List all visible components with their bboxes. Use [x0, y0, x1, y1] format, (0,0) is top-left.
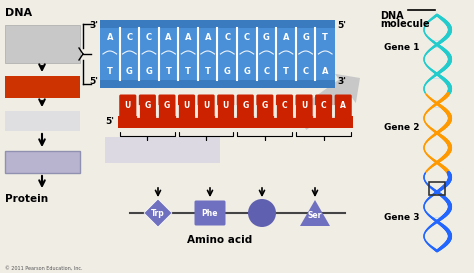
Text: T: T: [107, 67, 113, 76]
Text: C: C: [244, 32, 250, 41]
Text: U: U: [203, 100, 209, 109]
FancyBboxPatch shape: [276, 94, 293, 117]
Circle shape: [248, 199, 276, 227]
Text: 5': 5': [337, 21, 346, 30]
FancyBboxPatch shape: [178, 94, 195, 117]
FancyBboxPatch shape: [315, 94, 332, 117]
Polygon shape: [144, 199, 172, 227]
Text: 3': 3': [89, 21, 98, 30]
Text: U: U: [125, 100, 131, 109]
FancyBboxPatch shape: [100, 80, 335, 88]
Text: G: G: [144, 100, 151, 109]
Text: G: G: [164, 100, 170, 109]
Text: Amino acid: Amino acid: [187, 235, 253, 245]
Text: © 2011 Pearson Education, Inc.: © 2011 Pearson Education, Inc.: [5, 266, 82, 271]
FancyBboxPatch shape: [100, 20, 335, 88]
FancyBboxPatch shape: [5, 151, 80, 173]
Text: G: G: [244, 67, 250, 76]
Text: DNA: DNA: [5, 8, 32, 18]
Text: A: A: [165, 32, 172, 41]
Text: C: C: [146, 32, 152, 41]
FancyBboxPatch shape: [118, 116, 353, 128]
Text: U: U: [301, 100, 307, 109]
Text: A: A: [185, 32, 191, 41]
Text: G: G: [126, 67, 133, 76]
Text: C: C: [302, 67, 309, 76]
Text: G: G: [242, 100, 248, 109]
Text: G: G: [262, 100, 268, 109]
Text: C: C: [126, 32, 132, 41]
FancyBboxPatch shape: [256, 94, 273, 117]
Text: DNA: DNA: [380, 11, 404, 21]
FancyBboxPatch shape: [158, 94, 175, 117]
Text: Gene 3: Gene 3: [384, 213, 420, 222]
Text: G: G: [302, 32, 309, 41]
Text: C: C: [224, 32, 230, 41]
FancyBboxPatch shape: [237, 94, 254, 117]
FancyBboxPatch shape: [194, 200, 226, 225]
Text: G: G: [263, 32, 270, 41]
FancyBboxPatch shape: [139, 94, 156, 117]
FancyBboxPatch shape: [335, 94, 352, 117]
Text: G: G: [146, 67, 153, 76]
FancyArrow shape: [293, 74, 360, 130]
Text: C: C: [321, 100, 327, 109]
Text: A: A: [283, 32, 289, 41]
Text: T: T: [165, 67, 172, 76]
FancyBboxPatch shape: [100, 20, 335, 28]
Text: Gene 2: Gene 2: [384, 123, 420, 132]
FancyBboxPatch shape: [105, 137, 220, 163]
Text: 3': 3': [337, 77, 346, 86]
Text: U: U: [223, 100, 229, 109]
Text: G: G: [224, 67, 231, 76]
FancyBboxPatch shape: [119, 94, 137, 117]
FancyBboxPatch shape: [5, 76, 80, 98]
Text: C: C: [264, 67, 270, 76]
FancyBboxPatch shape: [295, 94, 312, 117]
FancyBboxPatch shape: [198, 94, 215, 117]
Text: A: A: [340, 100, 346, 109]
Text: 5': 5': [89, 77, 98, 86]
Polygon shape: [300, 200, 330, 226]
FancyBboxPatch shape: [5, 25, 80, 63]
FancyBboxPatch shape: [217, 94, 234, 117]
Text: T: T: [283, 67, 289, 76]
Text: A: A: [107, 32, 113, 41]
Text: Protein: Protein: [5, 194, 48, 204]
Text: A: A: [204, 32, 211, 41]
Text: T: T: [205, 67, 210, 76]
Text: C: C: [282, 100, 287, 109]
Text: T: T: [322, 32, 328, 41]
Text: Ser: Ser: [308, 210, 322, 219]
Text: Phe: Phe: [202, 209, 218, 218]
Text: molecule: molecule: [380, 19, 429, 29]
FancyBboxPatch shape: [5, 111, 80, 131]
Text: Gene 1: Gene 1: [384, 43, 420, 52]
Text: Trp: Trp: [151, 209, 165, 218]
Text: T: T: [185, 67, 191, 76]
Text: 5': 5': [105, 117, 114, 126]
Text: U: U: [183, 100, 190, 109]
Text: A: A: [322, 67, 328, 76]
